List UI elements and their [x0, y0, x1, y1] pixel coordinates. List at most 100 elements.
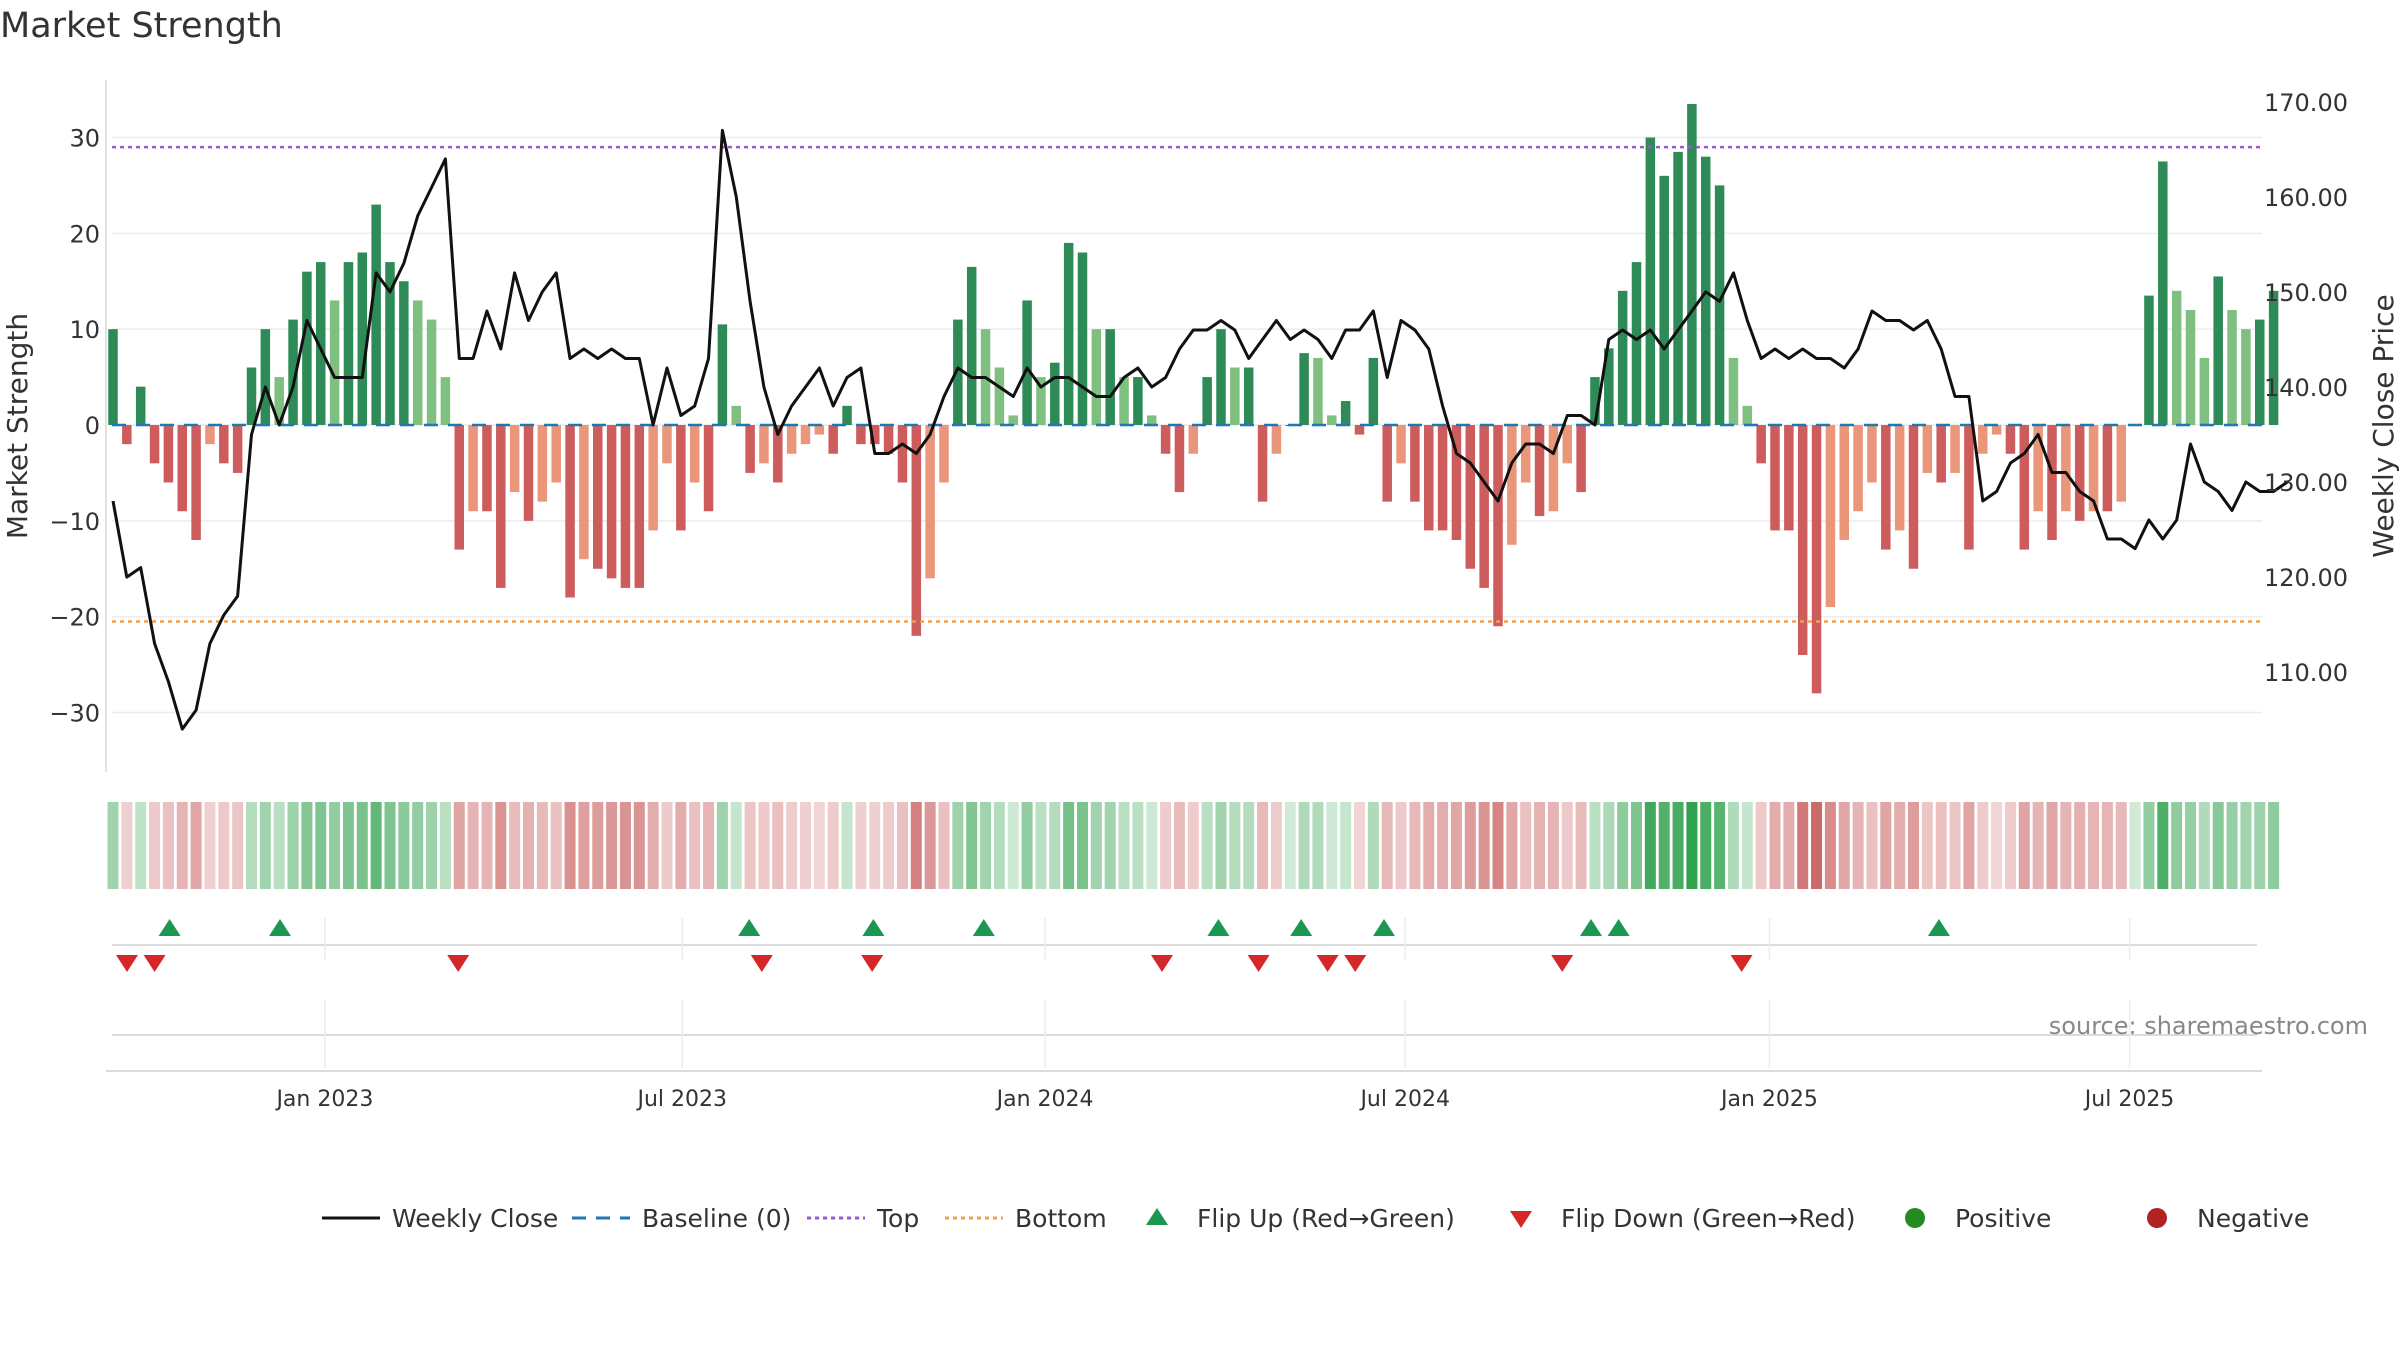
heat-strip-cell: [1257, 802, 1269, 889]
strength-bar: [606, 425, 617, 579]
strength-bar: [2158, 161, 2168, 426]
heat-strip-cell: [896, 802, 908, 889]
heat-strip-cell: [2254, 802, 2266, 889]
strength-bar: [1174, 425, 1185, 493]
strength-bar: [316, 262, 326, 425]
heat-strip-cell: [1049, 802, 1061, 889]
flip-up-marker: [1927, 919, 1950, 936]
strength-bar: [1978, 425, 1988, 454]
heat-strip-cell: [1367, 802, 1379, 889]
heat-strip-cell: [135, 802, 147, 889]
strength-bar: [1811, 425, 1822, 694]
heat-strip-cell: [2046, 802, 2058, 889]
heat-strip-cell: [356, 802, 368, 889]
flip-down-marker: [861, 955, 884, 972]
flip-up-marker: [738, 919, 761, 936]
strength-bar: [786, 425, 797, 454]
heat-strip-cell: [980, 802, 992, 889]
heat-strip-cell: [426, 802, 438, 889]
heat-strip-cell: [813, 802, 825, 889]
strength-bar: [523, 425, 534, 521]
strength-bar: [1313, 357, 1323, 425]
strength-bar: [1853, 425, 1863, 512]
strength-bar: [2268, 290, 2279, 425]
strength-bar: [2005, 425, 2016, 454]
strength-bar: [1784, 425, 1794, 531]
heat-strip-cell: [910, 802, 922, 889]
strength-bar: [1188, 425, 1199, 454]
heat-strip-cell: [827, 802, 839, 889]
strength-bar: [108, 329, 118, 425]
flip-down-marker: [1316, 955, 1339, 972]
heat-strip-cell: [1409, 802, 1421, 889]
strength-bar: [1534, 425, 1545, 517]
heat-strip-cell: [1077, 802, 1088, 889]
heat-strip-cell: [1450, 802, 1462, 889]
left-tick-label: −30: [49, 700, 100, 728]
strength-bar: [1964, 425, 1974, 550]
legend-swatch-circle: [2147, 1208, 2167, 1228]
strength-bar: [329, 300, 340, 425]
heat-strip-cell: [1464, 802, 1476, 889]
right-tick-label: 120.00: [2264, 564, 2348, 592]
legend-label: Bottom: [1015, 1204, 1107, 1233]
heat-strip-cell: [1381, 802, 1393, 889]
strength-bar: [1922, 425, 1933, 473]
strength-bar: [703, 425, 714, 512]
strength-bar: [509, 425, 520, 493]
strength-bar: [2061, 425, 2071, 512]
heat-strip-cell: [329, 802, 341, 889]
heat-strip-cell: [495, 802, 507, 889]
right-tick-label: 170.00: [2264, 89, 2348, 117]
strength-bar: [620, 425, 631, 588]
heat-strip-cell: [162, 802, 174, 889]
heat-strip-cell: [730, 802, 742, 889]
strength-bar: [953, 319, 963, 425]
heat-strip-cell: [342, 802, 354, 889]
left-tick-label: −10: [49, 508, 100, 536]
heat-strip-cell: [1561, 802, 1573, 889]
heat-strip-cell: [2129, 802, 2141, 889]
heat-strip-cell: [204, 802, 216, 889]
heat-strip-cell: [2004, 802, 2016, 889]
heat-strip-cell: [1921, 802, 1933, 889]
heat-strip-cell: [1838, 802, 1850, 889]
strength-bar: [731, 405, 741, 425]
heat-strip-cell: [744, 802, 756, 889]
strength-bar: [2241, 329, 2251, 425]
strength-bar: [1410, 425, 1420, 502]
strength-bar: [1424, 425, 1434, 531]
strength-bar: [1548, 425, 1559, 512]
right-tick-label: 150.00: [2264, 279, 2348, 307]
heat-strip-cell: [1575, 802, 1587, 889]
flip-up-marker: [1580, 919, 1602, 936]
heat-strip-cell: [1298, 802, 1310, 889]
heat-strip-cell: [1243, 802, 1255, 889]
heat-strip-cell: [121, 802, 133, 889]
heat-strip-cell: [1686, 802, 1698, 889]
strength-bar: [412, 300, 423, 425]
flip-down-marker: [1151, 955, 1173, 972]
flip-up-marker: [1290, 919, 1313, 936]
heat-strip-cell: [1478, 802, 1490, 889]
strength-bar: [191, 425, 201, 540]
heat-strip-cell: [1104, 802, 1116, 889]
strength-bar: [1714, 185, 1725, 425]
strength-bar: [551, 425, 561, 483]
heat-strip-cell: [1506, 802, 1518, 889]
strength-bar: [1631, 262, 1642, 425]
flip-down-marker: [447, 955, 470, 972]
flip-down-marker: [143, 955, 166, 972]
flip-down-marker: [750, 955, 773, 972]
strength-bar: [856, 425, 866, 445]
legend-item: Flip Up (Red→Green): [1146, 1204, 1455, 1233]
heat-strip-cell: [1090, 802, 1102, 889]
legend-label: Flip Down (Green→Red): [1561, 1204, 1856, 1233]
strength-bar: [800, 425, 811, 445]
heat-strip-cell: [1880, 802, 1892, 889]
strength-bar: [579, 425, 589, 560]
heat-strip-cell: [2268, 802, 2280, 889]
strength-bar: [814, 425, 825, 435]
heat-strip-cell: [2198, 802, 2210, 889]
heat-strip-cell: [1229, 802, 1241, 889]
